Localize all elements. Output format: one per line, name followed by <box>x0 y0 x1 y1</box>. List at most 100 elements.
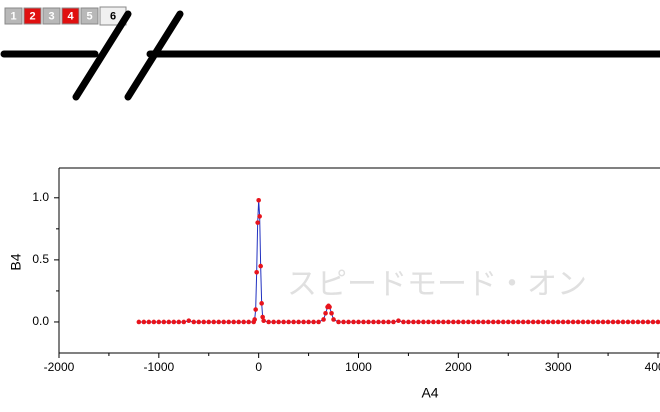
data-point <box>321 317 326 322</box>
data-point <box>446 319 451 325</box>
data-point <box>259 301 264 306</box>
data-point <box>416 319 421 325</box>
layer-tab[interactable] <box>23 7 42 25</box>
data-point <box>286 319 291 325</box>
data-point <box>515 319 521 325</box>
data-point <box>191 319 197 325</box>
data-point <box>555 319 561 325</box>
x-tick-label: 4000 <box>645 360 660 374</box>
data-point <box>323 310 328 316</box>
layer-tab[interactable] <box>80 7 99 25</box>
data-point <box>610 319 616 325</box>
x-tick-label: -2000 <box>44 360 75 374</box>
data-point <box>166 319 172 325</box>
data-point <box>520 319 526 325</box>
data-point <box>136 319 142 325</box>
data-point <box>540 319 546 325</box>
data-point <box>329 310 334 316</box>
data-point <box>490 319 496 325</box>
data-point <box>236 319 241 325</box>
data-point <box>371 319 376 325</box>
data-point <box>535 319 541 325</box>
y-tick-label: 1.0 <box>32 190 49 204</box>
data-point <box>151 319 157 325</box>
plot-area <box>136 197 660 325</box>
data-point <box>585 319 591 325</box>
data-point <box>476 319 481 325</box>
layer-tab-label: 3 <box>48 10 54 22</box>
data-point <box>406 319 411 325</box>
data-point <box>575 319 581 325</box>
data-point <box>146 319 152 325</box>
data-point <box>327 304 332 310</box>
data-point <box>480 319 486 325</box>
data-point <box>510 319 516 325</box>
axes: 0.0 0.5 1.0 -2000 -1000 0 1000 2000 3000 4000 <box>32 167 660 374</box>
data-point <box>565 319 571 325</box>
y-axis-title: B4 <box>8 253 24 270</box>
data-point <box>301 319 306 325</box>
data-point <box>615 319 621 325</box>
data-point <box>331 317 336 322</box>
data-point <box>640 319 646 325</box>
x-axis-title: A4 <box>421 385 438 401</box>
layer-tabs: 1 2 3 4 5 6 <box>4 6 127 26</box>
data-point <box>366 319 371 325</box>
data-point <box>281 319 286 325</box>
data-point <box>590 319 596 325</box>
data-point <box>254 269 259 275</box>
data-point <box>186 318 192 324</box>
data-point <box>256 197 261 203</box>
data-point <box>261 318 266 324</box>
data-point <box>436 319 441 325</box>
data-point <box>291 319 296 325</box>
layer-tab[interactable] <box>42 7 61 25</box>
data-point <box>396 318 401 324</box>
data-point <box>560 319 566 325</box>
data-point <box>258 263 263 269</box>
data-point <box>253 307 258 312</box>
data-point <box>306 319 311 325</box>
data-point <box>221 319 227 325</box>
data-point <box>545 319 551 325</box>
data-point <box>411 319 416 325</box>
y-tick-label: 0.0 <box>32 314 49 328</box>
data-point <box>201 319 207 325</box>
data-point <box>550 319 556 325</box>
data-point <box>241 319 246 325</box>
data-point <box>255 220 260 225</box>
data-point <box>386 319 391 325</box>
data-point <box>181 319 187 325</box>
data-point <box>451 319 456 325</box>
layer-tab[interactable] <box>61 7 80 25</box>
data-point <box>316 319 321 325</box>
data-point <box>500 319 506 325</box>
data-point <box>630 319 636 325</box>
data-point <box>461 319 466 325</box>
data-point <box>271 319 276 325</box>
data-point <box>466 319 471 325</box>
y-tick-label: 0.5 <box>32 252 49 266</box>
data-point <box>351 319 356 325</box>
data-point <box>156 319 162 325</box>
data-point <box>211 319 217 325</box>
layer-tab[interactable] <box>4 7 23 25</box>
data-point <box>471 319 476 325</box>
data-point <box>266 319 271 325</box>
data-point <box>257 214 262 219</box>
data-point <box>655 319 660 325</box>
data-point <box>336 319 341 325</box>
layer-tab-label: 1 <box>10 10 16 22</box>
data-point <box>226 319 232 325</box>
data-point <box>595 319 601 325</box>
data-point <box>600 319 606 325</box>
data-point <box>381 319 386 325</box>
data-point <box>246 319 251 325</box>
data-point <box>650 319 656 325</box>
data-point <box>376 319 381 325</box>
data-point <box>605 319 611 325</box>
axis-break-line <box>0 10 660 101</box>
data-point <box>441 319 446 325</box>
